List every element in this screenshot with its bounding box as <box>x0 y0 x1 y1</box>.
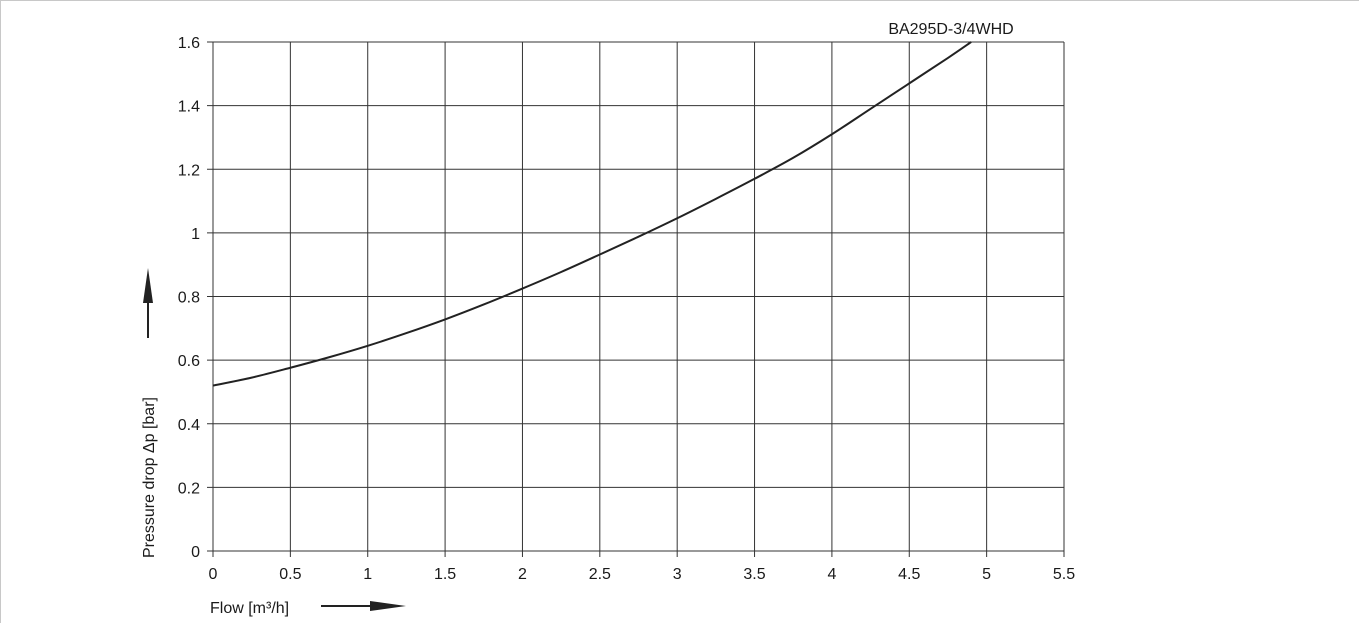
y-tick-label: 0.6 <box>178 353 200 370</box>
x-tick-label: 2.5 <box>589 566 611 583</box>
x-tick-label: 5 <box>982 566 991 583</box>
x-tick-label: 4.5 <box>898 566 920 583</box>
y-tick-label: 0.2 <box>178 480 200 497</box>
x-axis-label: Flow [m³/h] <box>210 600 289 617</box>
y-tick-label: 1.4 <box>178 99 200 116</box>
x-tick-label: 3.5 <box>743 566 765 583</box>
x-tick-label: 2 <box>518 566 527 583</box>
x-tick-label: 0.5 <box>279 566 301 583</box>
y-axis-ticks: 0 0.2 0.4 0.6 0.8 1 1.2 1.4 1.6 <box>178 35 200 561</box>
series-label: BA295D-3/4WHD <box>888 21 1013 38</box>
x-tick-label: 4 <box>827 566 836 583</box>
x-axis-ticks: 0 0.5 1 1.5 2 2.5 3 3.5 4 4.5 5 5.5 <box>209 566 1076 583</box>
y-axis-arrow-icon <box>143 268 153 338</box>
x-tick-label: 5.5 <box>1053 566 1075 583</box>
x-tick-label: 1 <box>363 566 372 583</box>
y-tick-label: 1.6 <box>178 35 200 52</box>
y-tick-label: 1 <box>191 226 200 243</box>
chart-grid <box>207 41 1065 557</box>
x-tick-label: 0 <box>209 566 218 583</box>
y-tick-label: 0.4 <box>178 417 200 434</box>
x-tick-label: 3 <box>673 566 682 583</box>
series-line <box>212 41 972 387</box>
x-axis-arrow-icon <box>321 601 406 611</box>
y-tick-label: 0 <box>191 544 200 561</box>
y-tick-label: 1.2 <box>178 162 200 179</box>
y-tick-label: 0.8 <box>178 290 200 307</box>
x-tick-label: 1.5 <box>434 566 456 583</box>
y-axis-label: Pressure drop Δp [bar] <box>141 397 158 558</box>
